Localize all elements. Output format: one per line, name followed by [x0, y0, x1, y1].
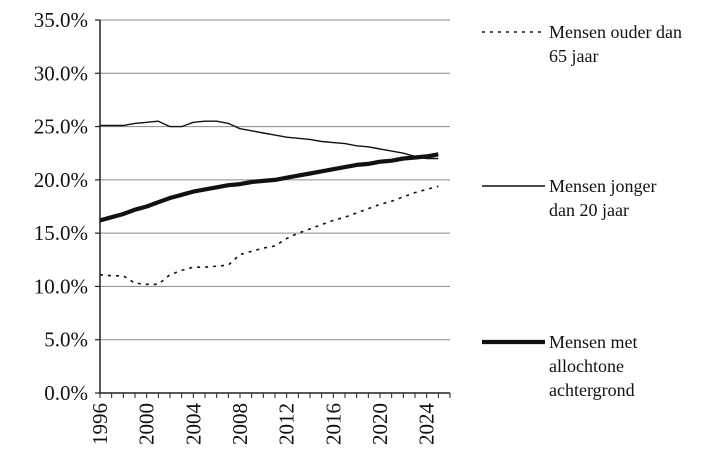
legend-label: Mensen ouder dan — [549, 22, 682, 42]
y-tick-labels: 0.0% 5.0% 10.0% 15.0% 20.0% 25.0% 30.0% 35.0% — [34, 8, 88, 405]
legend-label: Mensen met — [549, 332, 637, 352]
x-tick-label: 2024 — [415, 403, 439, 446]
x-tick-label: 2012 — [275, 403, 299, 445]
legend-label: achtergrond — [549, 380, 635, 400]
y-tick-label: 10.0% — [34, 274, 88, 298]
gridlines — [95, 19, 450, 394]
series-line — [99, 152, 439, 223]
y-tick-label: 35.0% — [34, 8, 88, 32]
series-lines — [99, 120, 439, 286]
series-line — [99, 185, 439, 286]
legend-label: 65 jaar — [549, 46, 598, 66]
x-tick-label: 1996 — [88, 403, 112, 445]
y-tick-label: 15.0% — [34, 221, 88, 245]
x-tick-label: 2020 — [368, 403, 392, 445]
legend-label: Mensen jonger — [549, 176, 656, 196]
x-tick-label: 2004 — [181, 403, 205, 446]
y-tick-label: 5.0% — [44, 328, 88, 352]
series-line — [100, 120, 439, 160]
y-tick-label: 0.0% — [44, 381, 88, 405]
legend: Mensen ouder dan 65 jaar Mensen jonger dan … — [482, 22, 682, 400]
x-tick-label: 2000 — [135, 403, 159, 445]
y-tick-label: 20.0% — [34, 168, 88, 192]
x-tick-label: 2008 — [228, 403, 252, 445]
x-tick-label: 2016 — [321, 403, 345, 445]
legend-label: allochtone — [549, 356, 624, 376]
x-tick-labels: 1996 2000 2004 2008 2012 2016 2020 2024 — [88, 393, 451, 446]
y-tick-label: 25.0% — [34, 115, 88, 139]
legend-label: dan 20 jaar — [549, 200, 629, 220]
y-tick-label: 30.0% — [34, 61, 88, 85]
